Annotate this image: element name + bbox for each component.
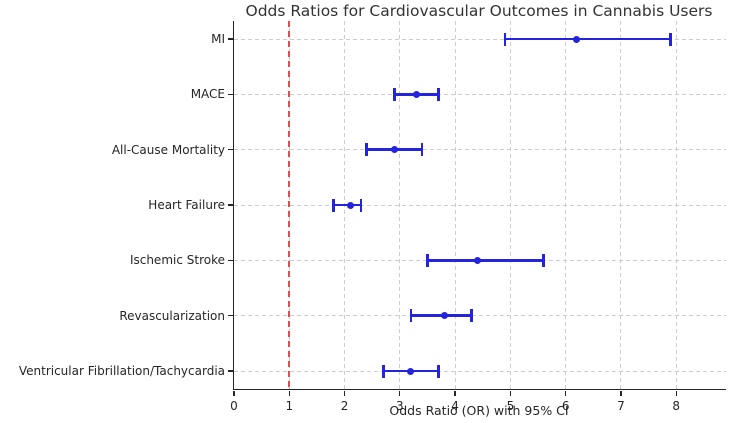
y-tick-label: MI bbox=[211, 32, 225, 46]
ci-cap-high bbox=[359, 198, 363, 212]
x-tick-mark bbox=[565, 390, 567, 396]
x-tick-label: 2 bbox=[340, 399, 349, 413]
gridline-horizontal bbox=[234, 370, 726, 372]
x-tick-label: 5 bbox=[506, 399, 515, 413]
y-tick-mark bbox=[227, 149, 233, 151]
ci-cap-high bbox=[420, 143, 424, 157]
or-marker bbox=[390, 146, 398, 154]
ci-cap-low bbox=[332, 198, 335, 212]
y-tick-label: All-Cause Mortality bbox=[111, 142, 225, 157]
y-tick-mark bbox=[227, 93, 233, 95]
x-tick-label: 3 bbox=[396, 399, 404, 413]
chart-title: Odds Ratios for Cardiovascular Outcomes … bbox=[245, 2, 713, 20]
reference-line bbox=[288, 21, 291, 389]
gridline-horizontal bbox=[234, 93, 726, 95]
y-tick-mark bbox=[227, 315, 233, 317]
x-tick-label: 6 bbox=[561, 399, 570, 413]
or-marker bbox=[346, 201, 354, 209]
gridline-horizontal bbox=[234, 204, 726, 206]
ci-cap-high bbox=[669, 32, 672, 46]
y-tick-label: Ischemic Stroke bbox=[129, 253, 225, 268]
or-marker bbox=[407, 367, 415, 375]
y-tick-mark bbox=[227, 38, 233, 40]
x-tick-mark bbox=[288, 390, 290, 396]
plot-area: 0 1 2 3 4 5 6 7 8 bbox=[227, 21, 726, 413]
y-tick-mark bbox=[227, 370, 233, 372]
x-tick-mark bbox=[620, 390, 622, 396]
y-tick-label: Heart Failure bbox=[148, 198, 225, 212]
x-tick-label: 1 bbox=[285, 399, 294, 413]
or-marker bbox=[573, 35, 581, 43]
x-axis-title: Odds Ratio (OR) with 95% CI bbox=[389, 403, 569, 418]
x-tick-mark bbox=[675, 390, 677, 396]
ci-cap-high bbox=[542, 253, 545, 267]
ci-cap-low bbox=[382, 364, 385, 378]
ci-cap-low bbox=[393, 87, 396, 101]
x-tick-label: 7 bbox=[617, 399, 625, 413]
y-tick-mark bbox=[227, 204, 233, 206]
x-tick-label: 8 bbox=[672, 399, 681, 413]
ci-cap-low bbox=[426, 253, 429, 267]
ci-cap-high bbox=[437, 87, 440, 101]
or-marker bbox=[412, 90, 420, 98]
x-tick-mark bbox=[509, 390, 512, 396]
gridline-horizontal bbox=[234, 149, 726, 151]
or-marker bbox=[473, 256, 481, 264]
gridline-horizontal bbox=[234, 315, 726, 317]
ci-cap-low bbox=[503, 32, 507, 46]
x-tick-mark bbox=[343, 390, 346, 396]
y-tick-mark bbox=[227, 259, 233, 261]
ci-line bbox=[504, 37, 671, 41]
x-tick-label: 0 bbox=[230, 399, 238, 413]
x-tick-mark bbox=[399, 390, 401, 396]
ci-line bbox=[427, 259, 544, 262]
y-tick-label: Revascularization bbox=[119, 308, 225, 323]
ci-cap-low bbox=[409, 309, 413, 323]
or-marker bbox=[440, 312, 448, 320]
y-tick-label: MACE bbox=[190, 87, 225, 102]
ci-cap-high bbox=[437, 364, 440, 378]
gridline-horizontal bbox=[234, 38, 726, 40]
x-tick-mark bbox=[454, 390, 456, 396]
x-tick-label: 4 bbox=[451, 399, 459, 413]
ci-cap-high bbox=[470, 309, 473, 323]
ci-cap-low bbox=[365, 143, 368, 157]
x-tick-mark bbox=[233, 390, 235, 396]
y-tick-label: Ventricular Fibrillation/Tachycardia bbox=[18, 364, 225, 378]
